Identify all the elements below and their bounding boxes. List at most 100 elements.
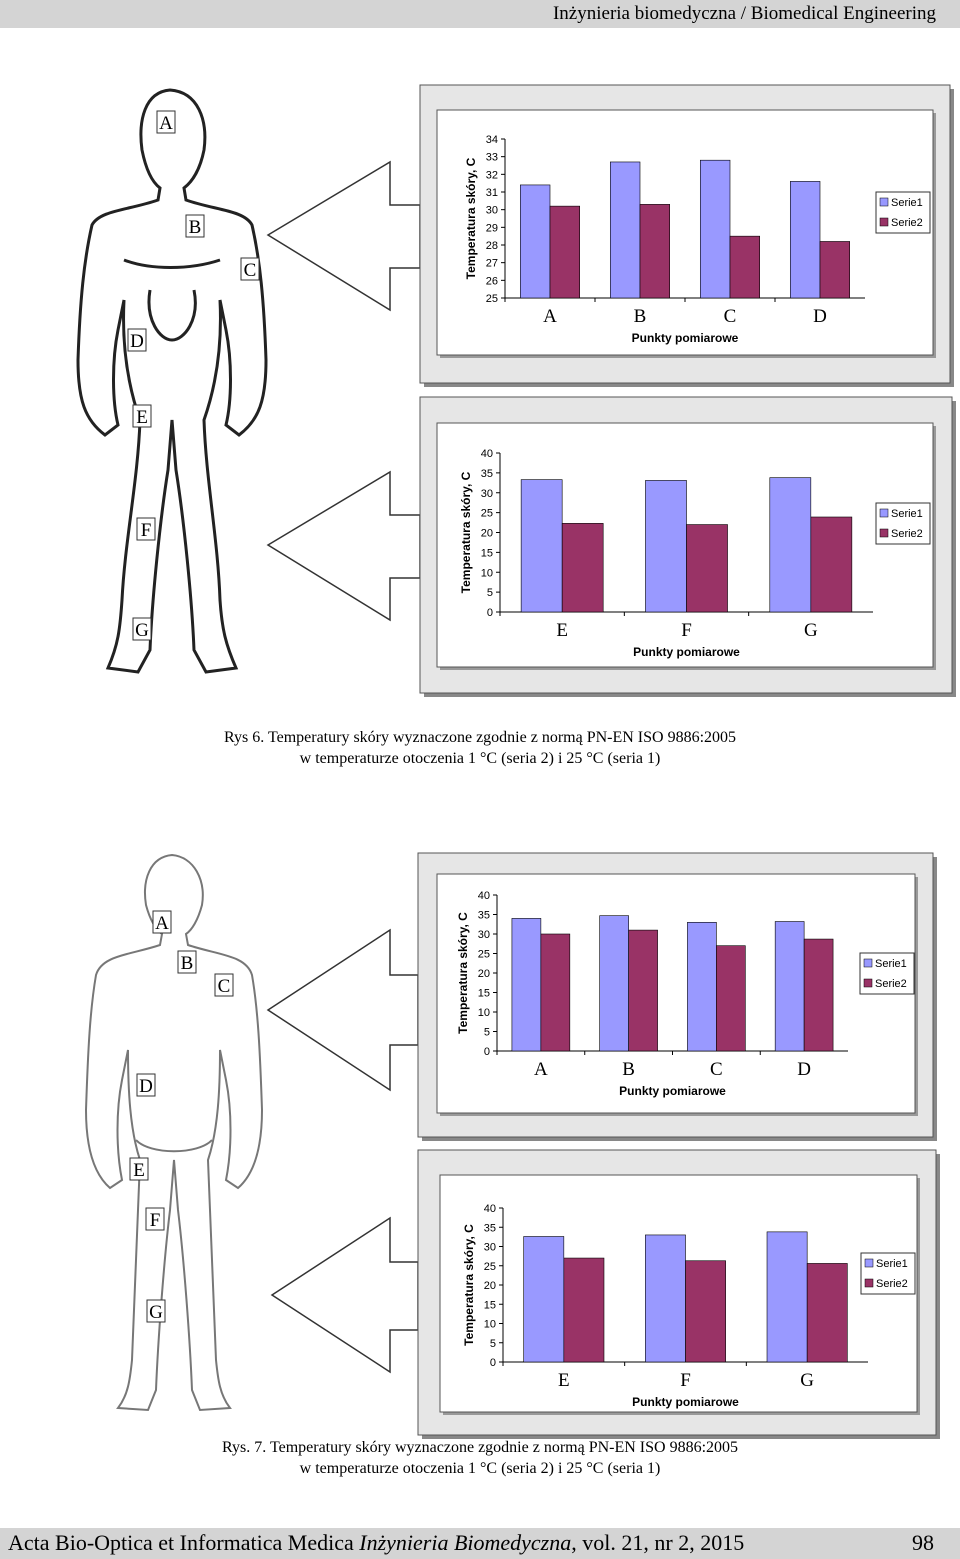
bar xyxy=(803,938,834,1052)
y-tick-label: 35 xyxy=(481,468,493,480)
y-tick-label: 25 xyxy=(478,949,490,961)
legend-swatch xyxy=(864,1258,874,1268)
x-tick-label: E xyxy=(556,620,568,641)
x-tick-label: G xyxy=(804,620,818,641)
bar xyxy=(645,1234,686,1363)
body-label: A xyxy=(159,113,173,134)
label-box xyxy=(177,950,197,974)
y-tick-label: 35 xyxy=(484,1222,496,1234)
body-back xyxy=(84,853,264,1412)
bar xyxy=(511,918,542,1052)
header-title: Inżynieria biomedyczna / Biomedical Engi… xyxy=(552,3,936,24)
legend-swatch xyxy=(879,508,889,518)
caption-line: w temperaturze otoczenia 1 °C (seria 2) … xyxy=(299,1460,661,1477)
y-tick-label: 34 xyxy=(486,134,498,146)
bar xyxy=(819,241,851,299)
label-box xyxy=(132,404,152,428)
legend-label: Serie2 xyxy=(891,528,923,540)
legend-label: Serie2 xyxy=(891,217,923,229)
header-bar: Inżynieria biomedyczna / Biomedical Engi… xyxy=(0,0,960,28)
caption: Rys 6. Temperatury skóry wyznaczone zgod… xyxy=(0,727,960,769)
y-tick-label: 15 xyxy=(484,1299,496,1311)
bar xyxy=(685,1260,726,1363)
y-tick-label: 20 xyxy=(481,528,493,540)
bar xyxy=(609,161,641,299)
caption-line: w temperaturze otoczenia 1 °C (seria 2) … xyxy=(299,750,661,767)
page-number: 98 xyxy=(912,1530,934,1555)
journal-italic: Inżynieria Biomedyczna xyxy=(359,1530,572,1555)
label-box xyxy=(129,1157,149,1181)
y-tick-label: 15 xyxy=(478,988,490,1000)
bar xyxy=(766,1231,808,1363)
legend-label: Serie1 xyxy=(875,958,907,970)
y-tick-label: 31 xyxy=(486,187,498,199)
y-tick-label: 5 xyxy=(487,587,493,599)
y-tick-label: 30 xyxy=(486,205,498,217)
y-tick-label: 5 xyxy=(490,1338,496,1350)
arrow xyxy=(270,1216,419,1374)
y-tick-label: 10 xyxy=(484,1319,496,1331)
bar xyxy=(520,479,563,613)
chart-area xyxy=(436,109,934,356)
x-tick-label: E xyxy=(558,1370,570,1391)
legend-swatch xyxy=(879,528,889,538)
legend-swatch xyxy=(879,217,889,227)
y-tick-label: 0 xyxy=(484,1046,490,1058)
x-tick-label: G xyxy=(800,1370,814,1391)
x-axis-label: Punkty pomiarowe xyxy=(633,645,740,659)
y-tick-label: 26 xyxy=(486,275,498,287)
x-tick-label: B xyxy=(634,306,647,327)
y-tick-label: 5 xyxy=(484,1027,490,1039)
body-label: D xyxy=(139,1076,153,1097)
y-tick-label: 28 xyxy=(486,240,498,252)
bar xyxy=(699,159,731,299)
y-tick-label: 10 xyxy=(481,567,493,579)
bar xyxy=(686,524,728,613)
y-tick-label: 40 xyxy=(484,1203,496,1215)
y-tick-label: 15 xyxy=(481,547,493,559)
bar xyxy=(789,181,821,299)
x-tick-label: C xyxy=(724,306,737,327)
y-tick-label: 10 xyxy=(478,1007,490,1019)
label-box xyxy=(146,1299,166,1323)
y-tick-label: 33 xyxy=(486,152,498,164)
chart-area xyxy=(436,873,916,1114)
body-label: E xyxy=(136,407,148,428)
body-label: A xyxy=(155,913,169,934)
legend-label: Serie2 xyxy=(875,978,907,990)
y-tick-label: 40 xyxy=(478,890,490,902)
legend-swatch xyxy=(863,978,873,988)
y-tick-label: 30 xyxy=(478,929,490,941)
body-label: C xyxy=(218,976,231,997)
y-tick-label: 27 xyxy=(486,258,498,270)
bar xyxy=(774,921,805,1052)
bar xyxy=(729,235,761,299)
label-box xyxy=(136,1073,156,1097)
y-tick-label: 0 xyxy=(487,607,493,619)
body-label: D xyxy=(130,331,144,352)
body-label: B xyxy=(189,217,202,238)
y-axis-label: Temperatura skóry, C xyxy=(459,471,473,593)
y-tick-label: 40 xyxy=(481,448,493,460)
label-box xyxy=(156,110,176,134)
y-tick-label: 20 xyxy=(484,1280,496,1292)
y-tick-label: 29 xyxy=(486,222,498,234)
legend-label: Serie1 xyxy=(891,197,923,209)
x-tick-label: D xyxy=(797,1059,811,1080)
label-box xyxy=(214,973,234,997)
body-label: G xyxy=(149,1302,163,1323)
bar xyxy=(769,477,812,613)
x-tick-label: A xyxy=(534,1059,548,1080)
x-tick-label: A xyxy=(543,306,557,327)
arrow xyxy=(266,470,421,622)
y-tick-label: 25 xyxy=(481,508,493,520)
y-axis-label: Temperatura skóry, C xyxy=(464,157,478,279)
body-label: F xyxy=(150,1210,161,1231)
y-axis-label: Temperatura skóry, C xyxy=(462,1224,476,1346)
bar xyxy=(628,929,658,1052)
bar xyxy=(563,1257,605,1363)
body-label: F xyxy=(141,520,152,541)
x-tick-label: B xyxy=(622,1059,635,1080)
bar xyxy=(806,1263,848,1363)
bar xyxy=(561,523,604,613)
